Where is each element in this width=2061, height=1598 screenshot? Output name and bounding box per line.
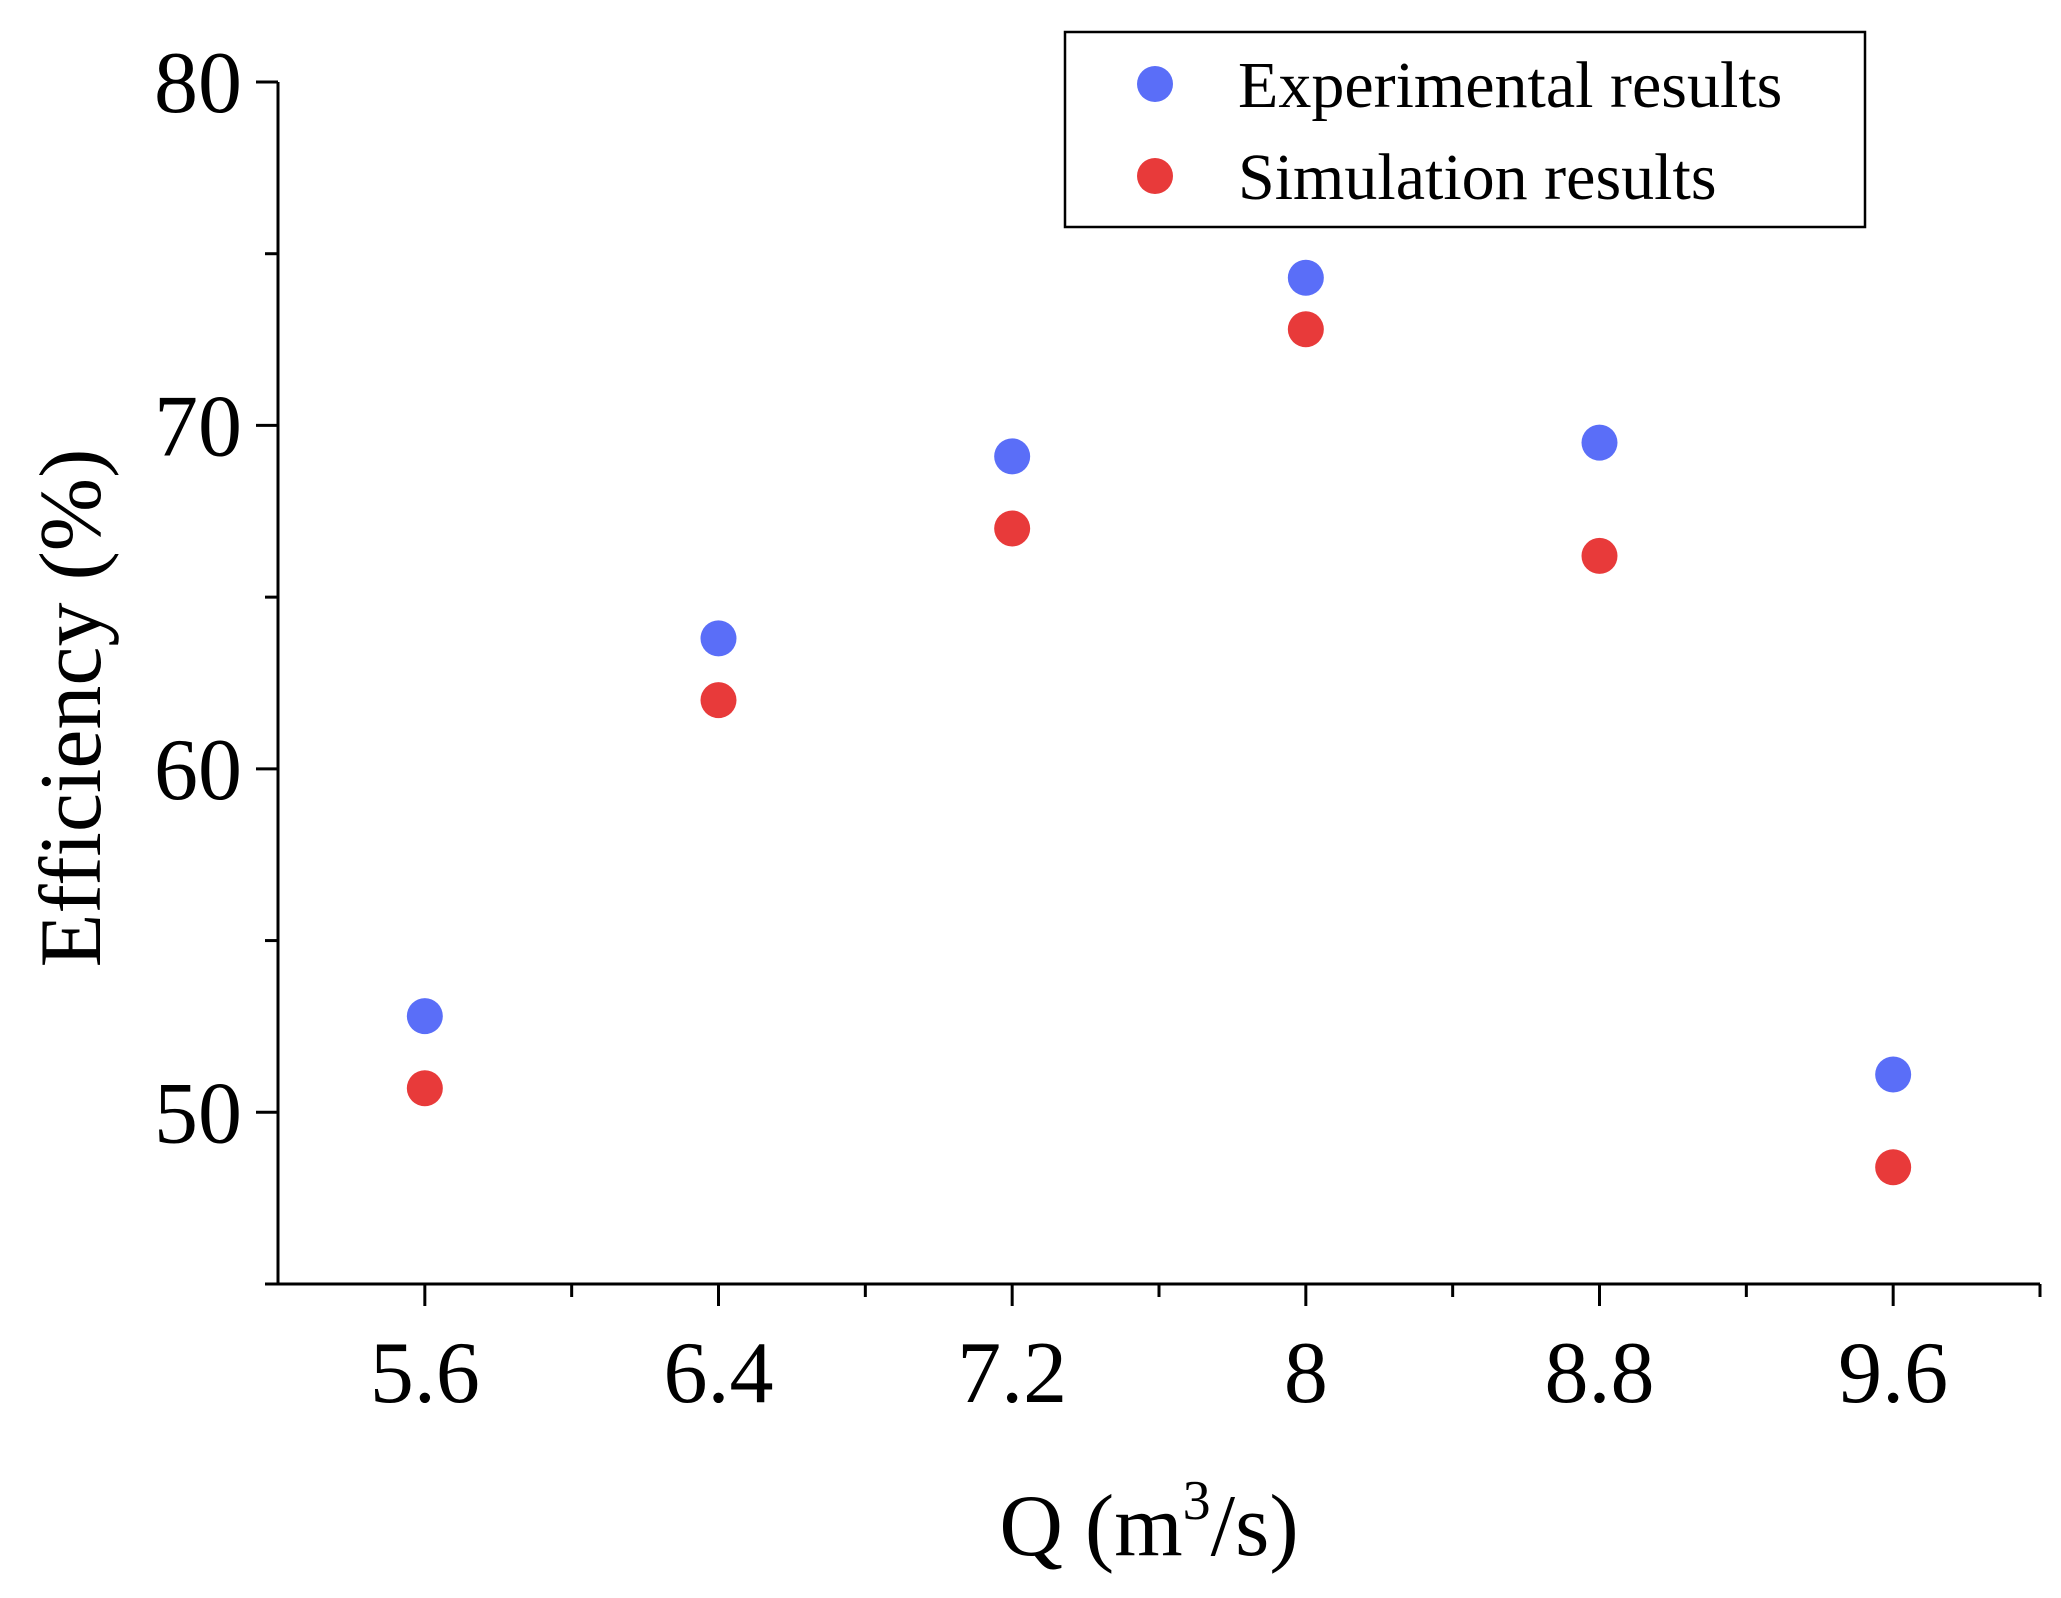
y-tick-label: 60 (154, 722, 242, 819)
simulation-point (994, 510, 1031, 547)
x-tick-label: 7.2 (957, 1325, 1067, 1422)
legend: Experimental results Simulation results (1063, 30, 1867, 229)
simulation-legend-marker (1137, 158, 1173, 194)
simulation-point (1581, 537, 1618, 574)
experimental-point (406, 998, 443, 1035)
axes-layer (256, 80, 2042, 1306)
x-tick-label: 8.8 (1545, 1325, 1655, 1422)
x-axis-title: Q (m3/s) (999, 1470, 1298, 1575)
y-tick-label: 50 (154, 1065, 242, 1162)
y-tick-label: 70 (154, 378, 242, 475)
labels-layer: 50 60 70 80 5.6 6.4 7.2 8 8.8 9.6 Efficiency (%) Q … (23, 35, 1948, 1575)
simulation-point (700, 682, 737, 719)
experimental-point (1287, 259, 1324, 296)
simulation-point (1287, 311, 1324, 348)
x-tick-label: 6.4 (664, 1325, 774, 1422)
legend-box (1063, 30, 1867, 229)
experimental-point (994, 438, 1031, 475)
x-axis-title-superscript: 3 (1183, 1470, 1211, 1532)
experimental-point (1581, 424, 1618, 461)
experimental-legend-marker (1137, 66, 1173, 102)
simulation-point (406, 1070, 443, 1107)
simulation-point (1875, 1149, 1912, 1186)
x-tick-label: 9.6 (1838, 1325, 1948, 1422)
simulation-legend-label: Simulation results (1238, 141, 1717, 214)
y-tick-label: 80 (154, 35, 242, 132)
x-axis-title-suffix: /s) (1211, 1478, 1299, 1575)
experimental-legend-label: Experimental results (1238, 49, 1782, 122)
x-axis-title-main: Q (m (999, 1478, 1182, 1575)
marks-layer (406, 259, 1912, 1186)
y-axis-title: Efficiency (%) (23, 449, 120, 968)
experimental-point (1875, 1056, 1912, 1093)
x-tick-label: 8 (1284, 1325, 1328, 1422)
x-tick-label: 5.6 (370, 1325, 480, 1422)
experimental-point (700, 620, 737, 657)
